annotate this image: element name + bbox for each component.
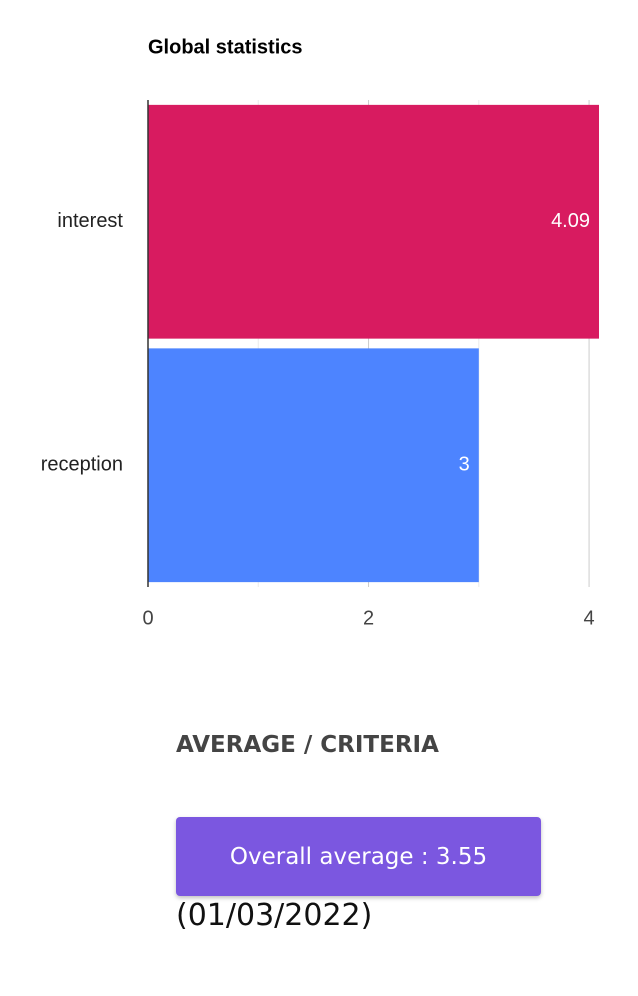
y-tick-label: reception bbox=[41, 454, 123, 476]
overall-average-button[interactable]: Overall average : 3.55 bbox=[176, 817, 541, 896]
chart-title: Global statistics bbox=[148, 36, 303, 58]
bar bbox=[148, 348, 479, 583]
bar bbox=[148, 104, 599, 339]
x-tick-label: 4 bbox=[584, 607, 595, 629]
value-label: 4.09 bbox=[551, 210, 590, 232]
x-tick-label: 2 bbox=[363, 607, 374, 629]
section-heading: AVERAGE / CRITERIA bbox=[176, 732, 439, 758]
date: (01/03/2022) bbox=[176, 898, 373, 933]
x-tick-label: 0 bbox=[142, 607, 153, 629]
y-tick-label: interest bbox=[57, 210, 123, 232]
value-label: 3 bbox=[459, 454, 470, 476]
chart: Global statistics 0 2 4 interest 4.09 recepti… bbox=[41, 36, 599, 629]
